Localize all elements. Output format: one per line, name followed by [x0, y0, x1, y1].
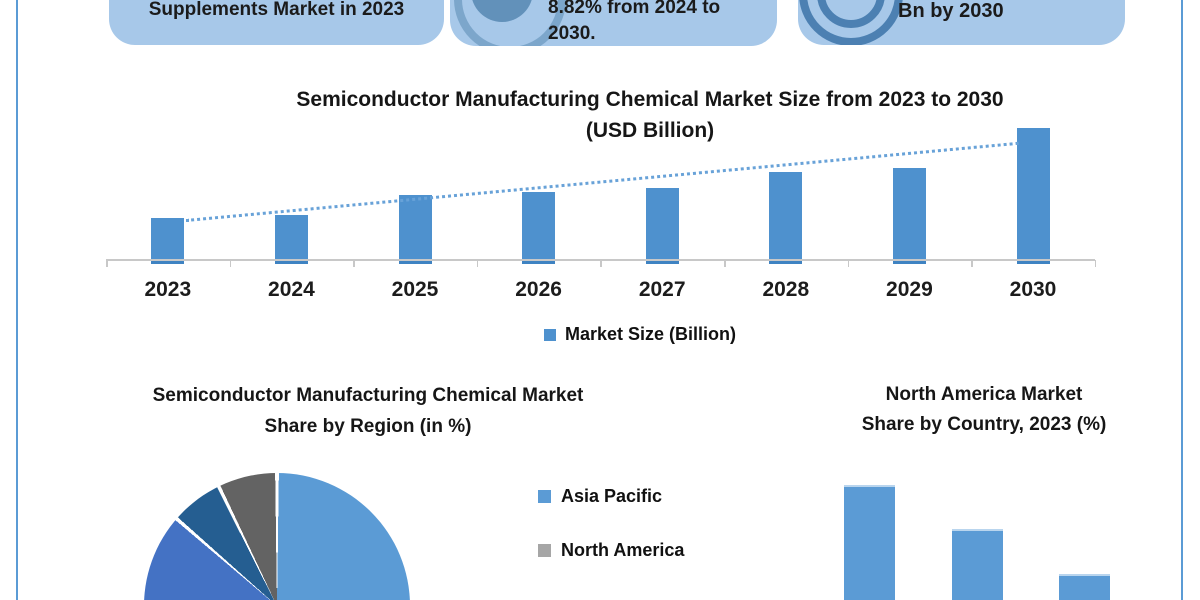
legend-swatch: [538, 490, 551, 503]
pie-legend-item-asia-pacific: Asia Pacific: [538, 487, 662, 506]
x-label-2024: 2024: [268, 278, 315, 301]
na-chart-title-line1: North America Market: [885, 384, 1083, 405]
main-chart-title-line2: (USD Billion): [585, 119, 715, 142]
main-chart-title: Semiconductor Manufacturing Chemical Mar…: [100, 84, 1200, 146]
x-axis-tick: [724, 260, 726, 267]
na-bar-1: [844, 485, 895, 600]
legend-swatch: [538, 544, 551, 557]
x-label-2023: 2023: [144, 278, 192, 301]
na-chart-title: North America Market Share by Country, 2…: [798, 380, 1170, 440]
legend-label: Asia Pacific: [561, 486, 663, 506]
stat-card-forecast: Bn by 2030: [798, 0, 1125, 45]
na-bar-2: [952, 529, 1003, 600]
x-axis-tick: [971, 260, 973, 267]
bar-2029: [892, 167, 926, 264]
stat-card-text: Supplements Market in 2023: [148, 0, 405, 20]
main-chart-title-line1: Semiconductor Manufacturing Chemical Mar…: [296, 88, 1004, 111]
x-axis-tick: [847, 260, 850, 267]
na-bar-3: [1059, 574, 1110, 600]
left-frame-border: [16, 0, 18, 600]
pie-legend-item-north-america: North America: [538, 541, 684, 560]
x-label-2029: 2029: [886, 278, 933, 301]
x-axis-tick: [476, 260, 479, 267]
pie-chart-title: Semiconductor Manufacturing Chemical Mar…: [73, 380, 663, 442]
na-chart-title-line2: Share by Country, 2023 (%): [861, 414, 1107, 435]
stat-card-text: 8.82% from 2024 to 2030.: [548, 0, 721, 44]
bar-2024: [274, 214, 308, 264]
bar-2028: [769, 171, 803, 264]
bar-2030: [1016, 127, 1050, 264]
pie-chart-title-line2: Share by Region (in %): [264, 416, 472, 437]
x-axis-tick: [353, 260, 355, 267]
stat-card-text: Bn by 2030: [898, 0, 1004, 22]
x-label-2025: 2025: [391, 278, 439, 301]
x-axis-tick: [600, 260, 602, 267]
x-axis-tick: [229, 260, 232, 267]
x-label-2028: 2028: [762, 278, 810, 301]
legend-swatch: [543, 328, 556, 341]
main-chart-legend: Market Size (Billion): [100, 324, 1180, 345]
x-label-2027: 2027: [638, 278, 686, 301]
region-share-pie: [144, 473, 410, 600]
bar-2027: [645, 187, 679, 264]
stat-card-market-2023: Supplements Market in 2023: [109, 0, 444, 45]
bar-2025: [398, 194, 432, 264]
right-frame-border: [1181, 0, 1183, 600]
stat-card-cagr: 8.82% from 2024 to 2030.: [450, 0, 777, 46]
x-label-2030: 2030: [1009, 278, 1057, 301]
pie-chart-title-line1: Semiconductor Manufacturing Chemical Mar…: [152, 385, 584, 406]
x-axis-tick: [106, 260, 108, 267]
legend-label: Market Size (Billion): [564, 324, 737, 344]
bar-2023: [151, 217, 185, 264]
x-axis-tick: [1094, 260, 1097, 267]
bar-2026: [522, 191, 556, 264]
x-label-2026: 2026: [515, 278, 562, 301]
legend-label: North America: [561, 540, 685, 560]
